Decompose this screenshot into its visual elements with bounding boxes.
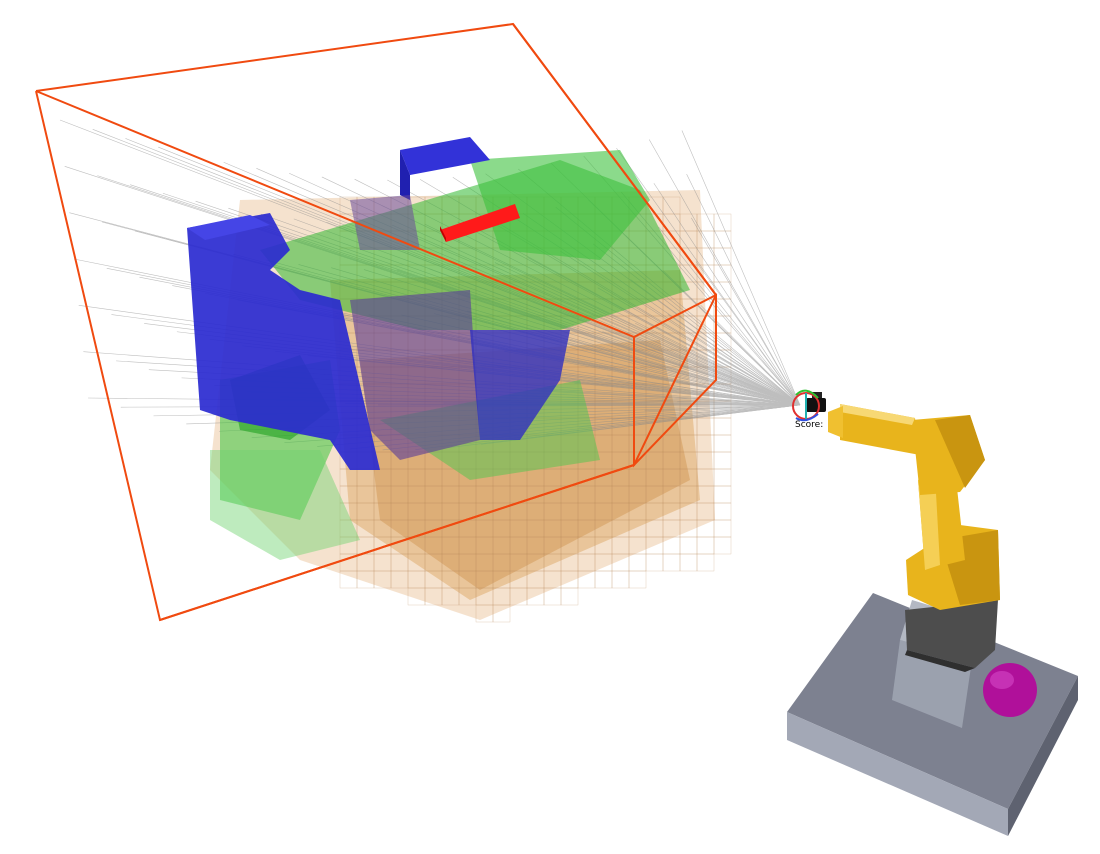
unknown-voxel (611, 570, 630, 589)
sensor-ray (541, 389, 801, 406)
unknown-voxel (713, 502, 732, 521)
sensor-ray (709, 392, 801, 406)
unknown-voxel (713, 468, 732, 487)
sensor-ray (536, 345, 801, 406)
unknown-voxel (679, 536, 698, 555)
unknown-voxel (713, 451, 732, 470)
sensor-ray (663, 270, 801, 406)
unknown-voxel (713, 247, 732, 266)
sensor-ray (695, 261, 801, 406)
unknown-voxel (713, 230, 732, 249)
sensor-ray (705, 348, 801, 406)
unknown-voxel (713, 519, 732, 538)
unknown-voxel (696, 553, 715, 572)
unknown-voxel (713, 417, 732, 436)
sensor-ray (574, 382, 801, 406)
target-voxels (440, 204, 520, 242)
robot-arm[interactable] (828, 404, 1000, 672)
unknown-voxel (679, 553, 698, 572)
sensor-ray (667, 314, 801, 406)
sensor-ray (672, 357, 801, 406)
unknown-voxel (594, 570, 613, 589)
unknown-voxel (628, 570, 647, 589)
sensor-ray (686, 174, 801, 406)
unknown-voxel (696, 536, 715, 555)
unknown-voxel (645, 553, 664, 572)
camera-icon[interactable] (806, 392, 826, 412)
sensor-ray (644, 404, 801, 412)
score-label: Score: (795, 420, 824, 430)
unknown-voxel (628, 553, 647, 572)
sensor-ray (691, 217, 801, 406)
sensor-ray (639, 366, 801, 406)
sensor-ray (677, 401, 801, 406)
gizmo-icon[interactable] (792, 389, 820, 422)
sensor-ray (700, 304, 801, 406)
unknown-voxel (713, 536, 732, 555)
sensor-ray (569, 338, 801, 406)
sensor-ray (658, 226, 801, 406)
sensor-ray (607, 375, 801, 406)
sensor-ray (616, 147, 801, 406)
sensor-ray (681, 130, 801, 406)
unknown-voxel (662, 553, 681, 572)
target-sphere[interactable] (983, 663, 1037, 717)
occupied-voxels (187, 137, 570, 470)
unknown-voxel (713, 213, 732, 232)
view-frustum (35, 22, 718, 622)
unknown-voxel (713, 485, 732, 504)
sensor-ray (653, 183, 801, 406)
unknown-voxel (560, 587, 579, 606)
sensor-ray (611, 404, 801, 420)
sensor-ray (648, 139, 801, 406)
sensor-ray (635, 323, 801, 406)
sensor-ray (579, 404, 801, 428)
unknown-voxel (713, 434, 732, 453)
unknown-voxel (492, 604, 511, 623)
